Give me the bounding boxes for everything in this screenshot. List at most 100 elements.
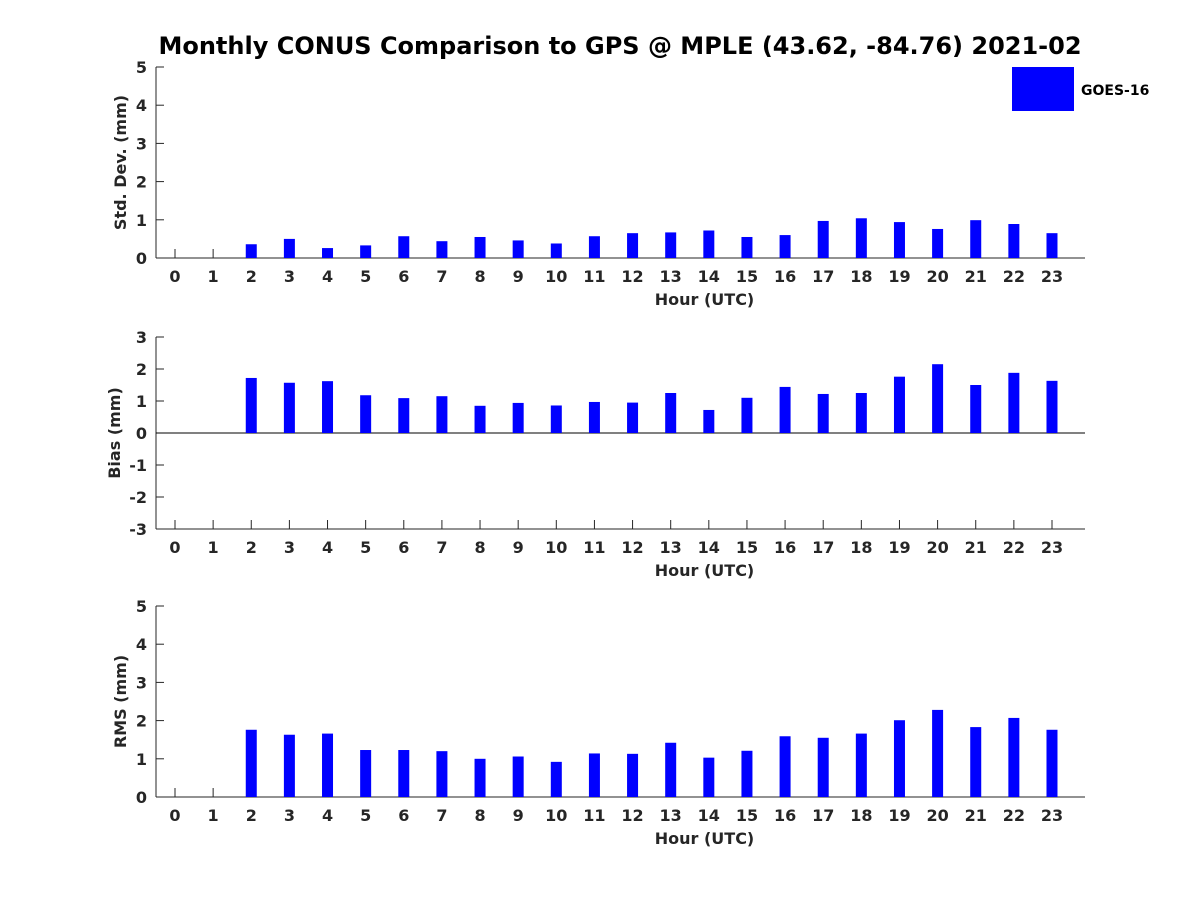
bar: [474, 236, 486, 258]
bar: [932, 709, 944, 797]
bar: [512, 402, 524, 433]
x-tick-label: 22: [1003, 267, 1025, 286]
y-tick-label: 3: [136, 673, 147, 692]
bar: [817, 393, 829, 433]
x-tick-label: 17: [812, 267, 834, 286]
y-tick-label: 5: [136, 58, 147, 77]
bar: [665, 393, 677, 433]
y-tick-label: 2: [136, 173, 147, 192]
y-tick-label: 0: [136, 424, 147, 443]
x-tick-label: 21: [965, 806, 987, 825]
x-tick-label: 8: [474, 267, 485, 286]
bar: [283, 734, 295, 797]
y-axis-label: Bias (mm): [105, 387, 124, 479]
x-tick-label: 16: [774, 267, 796, 286]
x-tick-label: 8: [474, 806, 485, 825]
x-tick-label: 9: [513, 538, 524, 557]
x-tick-label: 21: [965, 267, 987, 286]
x-tick-label: 8: [474, 538, 485, 557]
bar: [436, 751, 448, 797]
x-tick-label: 15: [736, 267, 758, 286]
x-tick-label: 19: [888, 806, 910, 825]
bar: [398, 750, 410, 797]
x-tick-label: 3: [284, 267, 295, 286]
y-tick-label: 1: [136, 750, 147, 769]
x-tick-label: 18: [850, 806, 872, 825]
x-tick-label: 11: [583, 806, 605, 825]
x-tick-label: 5: [360, 806, 371, 825]
x-tick-label: 0: [169, 806, 180, 825]
bar: [436, 396, 448, 433]
x-tick-label: 16: [774, 538, 796, 557]
x-axis-label: Hour (UTC): [655, 561, 755, 580]
bar: [970, 727, 982, 797]
x-tick-label: 23: [1041, 538, 1063, 557]
x-tick-label: 20: [926, 806, 948, 825]
x-tick-label: 1: [208, 538, 219, 557]
bar: [245, 729, 257, 797]
y-tick-label: -1: [129, 456, 147, 475]
y-tick-label: -3: [129, 520, 147, 539]
bar: [512, 240, 524, 258]
x-tick-label: 21: [965, 538, 987, 557]
x-tick-label: 19: [888, 538, 910, 557]
x-tick-label: 18: [850, 267, 872, 286]
bar: [627, 233, 639, 258]
y-tick-label: 2: [136, 360, 147, 379]
bar: [627, 402, 639, 433]
bar: [817, 737, 829, 797]
bar: [283, 382, 295, 433]
x-tick-label: 4: [322, 267, 333, 286]
bar: [1008, 224, 1020, 258]
x-tick-label: 23: [1041, 806, 1063, 825]
x-tick-label: 12: [621, 538, 643, 557]
y-tick-label: 0: [136, 249, 147, 268]
bar: [550, 761, 562, 797]
bar: [741, 236, 753, 258]
bar: [893, 376, 905, 433]
y-tick-label: 4: [136, 635, 147, 654]
bar: [741, 397, 753, 433]
x-tick-label: 15: [736, 806, 758, 825]
bar: [360, 395, 372, 433]
x-tick-label: 1: [208, 267, 219, 286]
x-tick-label: 9: [513, 806, 524, 825]
x-tick-label: 2: [246, 267, 257, 286]
y-axis-label: Std. Dev. (mm): [111, 95, 130, 230]
x-tick-label: 5: [360, 267, 371, 286]
x-tick-label: 11: [583, 267, 605, 286]
bar: [1046, 233, 1058, 258]
x-tick-label: 14: [698, 538, 720, 557]
bar: [1008, 372, 1020, 433]
y-tick-label: 4: [136, 96, 147, 115]
bar: [550, 243, 562, 258]
x-tick-label: 13: [660, 267, 682, 286]
bar: [245, 377, 257, 433]
bar: [322, 381, 334, 433]
x-tick-label: 0: [169, 538, 180, 557]
bar: [588, 753, 600, 797]
x-tick-label: 4: [322, 538, 333, 557]
x-tick-label: 22: [1003, 538, 1025, 557]
chart-title: Monthly CONUS Comparison to GPS @ MPLE (…: [158, 32, 1081, 60]
bar: [588, 236, 600, 258]
bar: [855, 733, 867, 797]
bar: [779, 386, 791, 433]
bar: [398, 398, 410, 433]
x-tick-label: 12: [621, 806, 643, 825]
x-tick-label: 2: [246, 538, 257, 557]
bar: [893, 720, 905, 797]
y-tick-label: 3: [136, 134, 147, 153]
x-tick-label: 6: [398, 806, 409, 825]
bar: [1046, 380, 1058, 433]
bar: [588, 401, 600, 433]
bar: [665, 742, 677, 797]
bar: [665, 232, 677, 258]
bar: [703, 230, 715, 258]
y-tick-label: 1: [136, 211, 147, 230]
bar: [322, 733, 334, 797]
x-tick-label: 7: [436, 538, 447, 557]
